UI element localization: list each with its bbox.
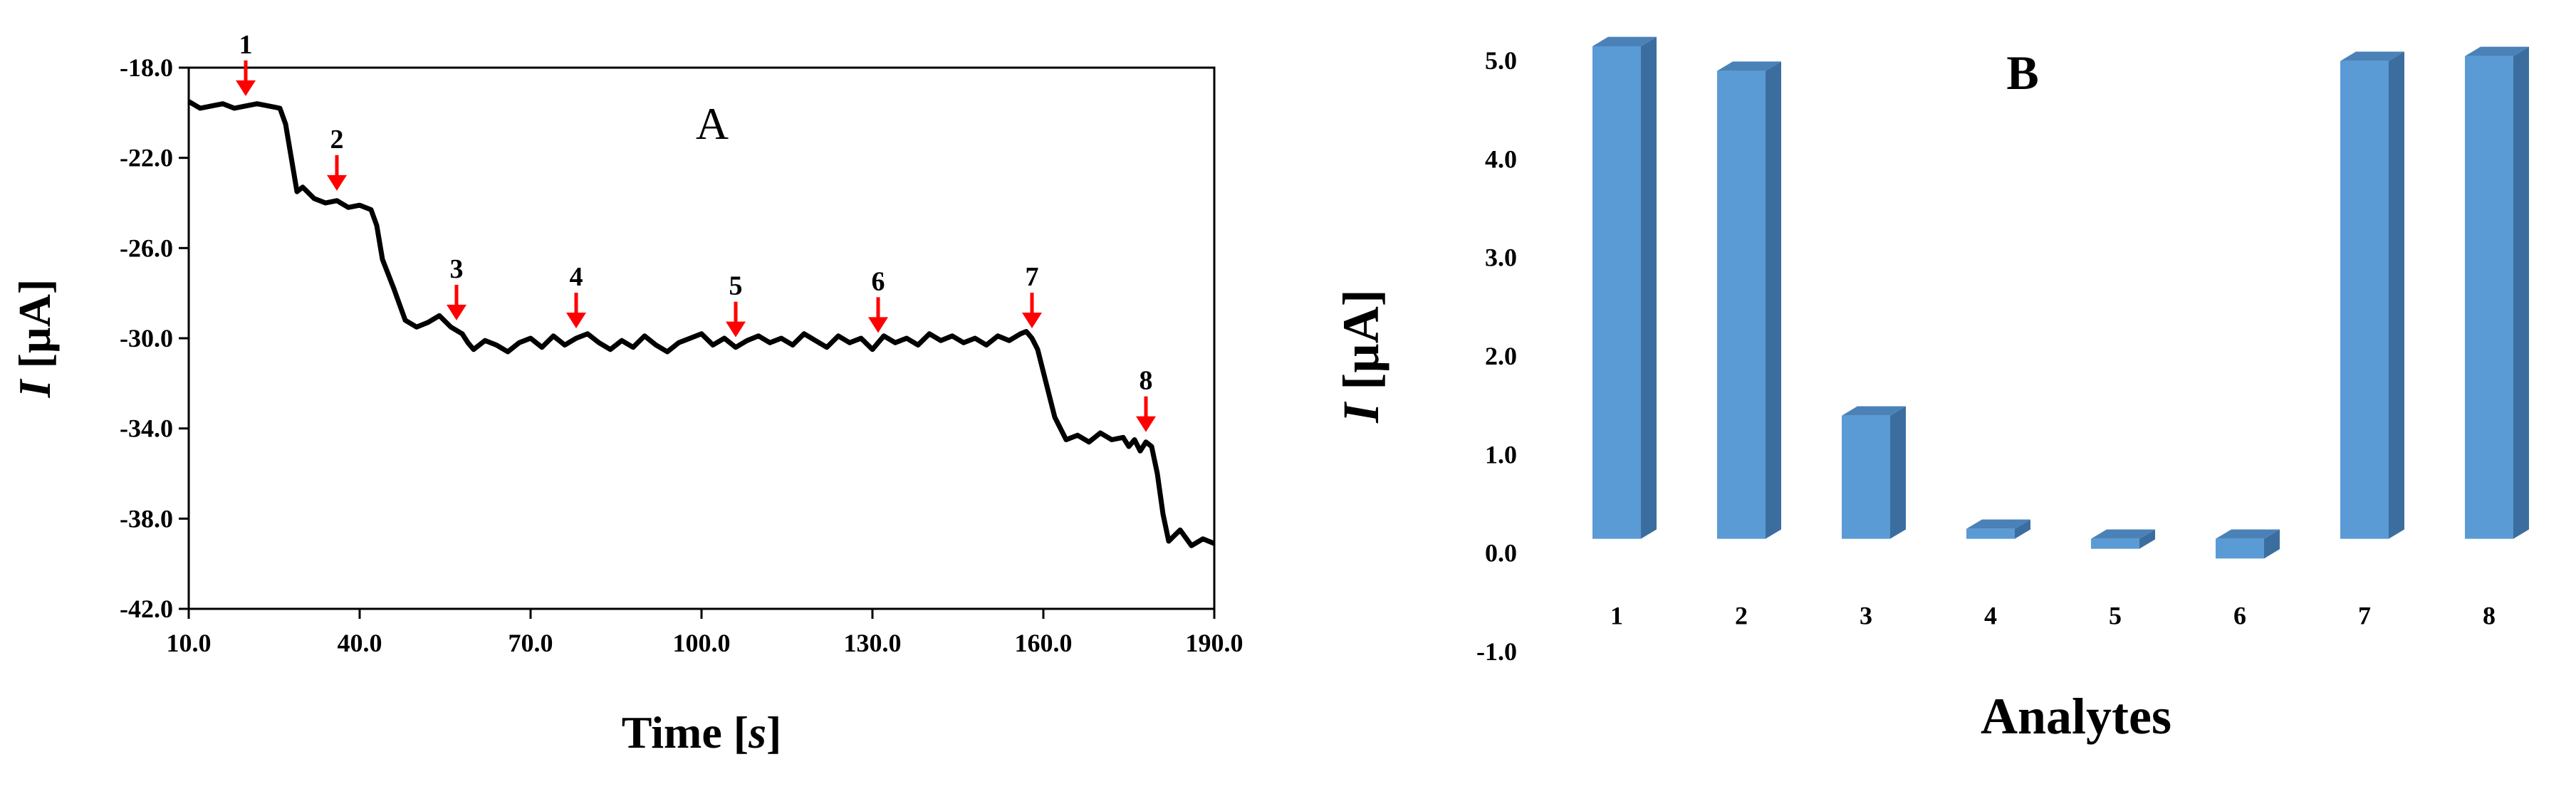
panel-b-y-tick-label: -1.0 [1476,637,1517,666]
panel-b-bar-front [2091,538,2139,549]
panel-a-line-chart: -18.0 -22.0 -26.0 -30.0 -34.0 -38.0 -42.0 10.0… [9,30,1243,758]
panel-b-y-ticks: 5.0 4.0 3.0 2.0 1.0 0.0 -1.0 [1476,46,1517,666]
panel-a-x-tick-label: 100.0 [673,629,731,657]
panel-a-marker-label: 4 [570,262,583,292]
panel-b-bar-front [1592,46,1641,539]
panel-b-bar [1842,406,1906,539]
panel-b-bar-top [2091,529,2155,539]
panel-a-marker-arrowhead [236,80,256,96]
panel-b-category-label: 7 [2358,602,2371,630]
panel-b-bar [1717,61,1781,539]
panel-a-marker-arrowhead [726,321,746,338]
panel-a-marker-arrowhead [447,304,466,320]
panel-a-y-tick-label: -30.0 [120,324,173,352]
panel-a-x-axis-title: Time [s] [622,707,782,758]
panel-b-bar [2216,529,2280,559]
panel-b-category-label: 4 [1984,602,1997,630]
panel-a-y-ticks: -18.0 -22.0 -26.0 -30.0 -34.0 -38.0 -42.0 [120,53,189,623]
panel-b-category-label: 3 [1860,602,1872,630]
panel-a-marker-label: 1 [239,30,253,60]
panel-b-bar [2340,51,2404,539]
panel-a-y-tick-label: -42.0 [120,595,173,623]
panel-b-bar-side [2513,46,2529,539]
panel-a-y-tick-label: -26.0 [120,234,173,262]
panel-b-bars [1592,36,2529,559]
panel-a-x-tick-label: 160.0 [1015,629,1073,657]
panel-a-letter: A [696,98,729,149]
panel-b-bar-front [2216,538,2264,559]
panel-b-category-label: 5 [2109,602,2122,630]
panel-a-marker-arrowhead [1022,313,1042,328]
panel-b-bar-top [1966,519,2030,529]
panel-b-bar-front [2465,56,2513,539]
panel-a-marker-label: 6 [872,266,885,296]
panel-a-marker-arrowhead [566,313,586,328]
panel-b-bar-top [2216,529,2280,539]
panel-b-x-ticks: 1 2 3 4 5 6 7 8 [1610,602,2496,630]
panel-a-marker-label: 3 [450,254,464,284]
panel-b-bar [2091,529,2155,549]
panel-a-y-tick-label: -18.0 [120,53,173,82]
panel-b-letter: B [2006,46,2038,100]
panel-b-bar-front [2340,61,2389,539]
panel-a-x-tick-label: 190.0 [1186,629,1243,657]
panel-b-y-axis-title: I [µA] [1333,289,1389,423]
panel-b-y-tick-label: 2.0 [1485,342,1517,370]
panel-b-y-tick-label: 1.0 [1485,440,1517,469]
panel-a-y-tick-label: -34.0 [120,414,173,443]
panel-a-marker-label: 5 [729,271,743,301]
panel-b-bar-side [2139,529,2155,549]
panel-b-y-tick-label: 4.0 [1485,145,1517,173]
panel-a-x-tick-label: 40.0 [338,629,382,657]
panel-a-marker-label: 2 [330,125,344,155]
panel-b-bar-front [1966,528,2015,539]
panel-b-bar-side [2389,51,2404,539]
panel-b-bar-top [2340,51,2404,61]
panel-a-x-tick-label: 70.0 [509,629,553,657]
panel-b-bar-side [2015,519,2030,539]
panel-a-current-trace [187,99,1216,548]
panel-a-x-tick-label: 10.0 [167,629,212,657]
panel-a-marker-arrowhead [868,317,888,333]
panel-a-marker-label: 8 [1140,366,1153,396]
panel-b-bar-top [1592,36,1657,46]
panel-b-bar [2465,46,2529,539]
panel-b-bar-top [2465,46,2529,56]
panel-a-y-axis-title: I [µA] [9,279,60,399]
panel-b-bar-side [1890,406,1906,539]
panel-b-bar-top [1717,61,1781,71]
panel-a-y-tick-label: -22.0 [120,144,173,172]
panel-b-bar [1592,36,1657,539]
panel-b-category-label: 6 [2233,602,2246,630]
panel-b-bar-top [1842,406,1906,416]
panel-b-y-tick-label: 5.0 [1485,46,1517,75]
panel-a-x-ticks: 10.0 40.0 70.0 100.0 130.0 160.0 190.0 [167,609,1243,657]
panel-b-x-axis-title: Analytes [1981,688,2171,745]
panel-b-bar-front [1717,70,1766,539]
panel-a-addition-markers: 1 2 3 4 5 6 7 8 [236,30,1156,432]
panel-b-y-tick-label: 0.0 [1485,539,1517,568]
panel-b-category-label: 1 [1610,602,1623,630]
panel-b-bar-front [1842,415,1890,539]
panel-a-y-tick-label: -38.0 [120,504,173,533]
panel-b-bar-side [1641,36,1657,539]
panel-a-marker-label: 7 [1026,262,1039,292]
panel-a-marker-arrowhead [1136,416,1156,432]
panel-b-category-label: 8 [2483,602,2496,630]
panel-b-bar [1966,519,2030,539]
panel-a-x-tick-label: 130.0 [844,629,902,657]
panel-b-category-label: 2 [1735,602,1748,630]
panel-b-y-tick-label: 3.0 [1485,244,1517,272]
panel-b-bar-chart: 5.0 4.0 3.0 2.0 1.0 0.0 -1.0 1 2 3 4 5 6 7 8 B Analyt… [1333,36,2529,745]
panel-a-marker-arrowhead [327,174,347,191]
panel-b-bar-side [1766,61,1781,539]
panel-b-bar-side [2264,529,2280,559]
